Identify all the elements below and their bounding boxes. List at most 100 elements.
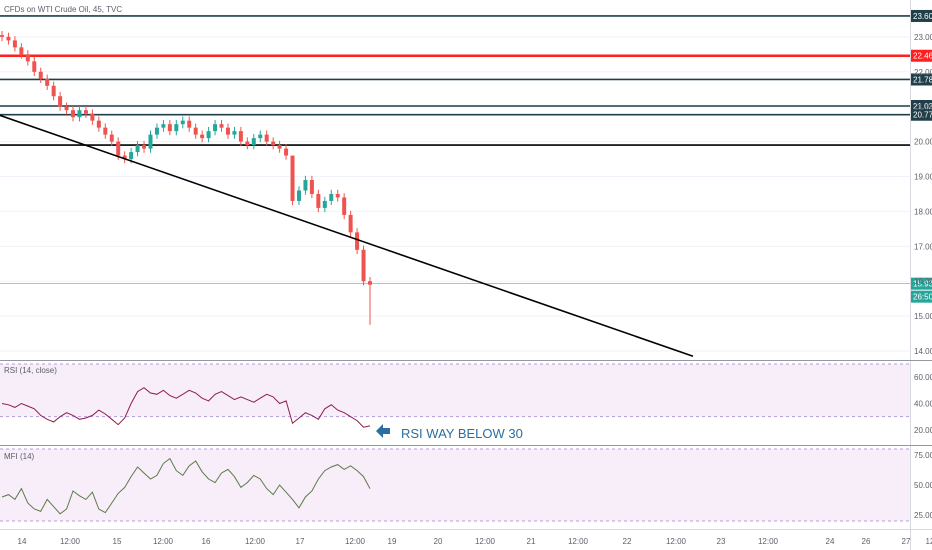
candle-body <box>219 124 224 128</box>
time-tick-label: 23 <box>717 537 726 546</box>
candle-body <box>77 110 82 118</box>
candle-body <box>368 281 372 285</box>
candle-body <box>348 214 353 233</box>
time-tick-label: 24 <box>826 537 835 546</box>
rsi-annotation-text: RSI WAY BELOW 30 <box>401 426 523 441</box>
candle-body <box>290 155 295 201</box>
price-tick-label: 19.00 <box>914 173 932 182</box>
time-tick-label: 21 <box>527 537 536 546</box>
price-level-tag <box>911 108 932 121</box>
time-tick-label: 19 <box>388 537 397 546</box>
mfi-tick-label: 25.00 <box>914 511 932 520</box>
candle-body <box>32 61 37 72</box>
candle-body <box>303 180 308 191</box>
candle-body <box>142 145 147 149</box>
candle-body <box>83 110 88 114</box>
time-tick-label: 12:00 <box>60 537 81 546</box>
mfi-line <box>1 457 371 515</box>
price-level-tag <box>911 9 932 22</box>
candle-body <box>309 180 314 194</box>
price-level-tag <box>911 73 932 86</box>
candle-body <box>258 134 263 139</box>
candle-body <box>122 155 127 160</box>
rsi-pane: 60.00 40.00 20.00 <box>0 363 932 435</box>
candle-body <box>154 127 159 135</box>
candle-body <box>167 124 172 132</box>
candle-body <box>284 148 289 156</box>
time-tick-label: 12 <box>926 537 932 546</box>
price-tick-label: 20.00 <box>914 138 932 147</box>
price-tick-label: 14.00 <box>914 347 932 356</box>
price-tick-labels: 23.00 22.00 21.00 20.00 19.00 18.00 17.00 16.00… <box>914 33 932 356</box>
main-pane-plot <box>0 0 910 358</box>
candle-body <box>103 127 108 135</box>
time-tick-label: 12:00 <box>758 537 779 546</box>
price-tick-label: 15.00 <box>914 312 932 321</box>
mfi-title: MFI (14) <box>4 452 35 461</box>
candle-body <box>245 141 250 146</box>
time-tick-label: 12:00 <box>245 537 266 546</box>
candle-body <box>148 134 153 149</box>
candle-body <box>329 193 334 201</box>
price-tick-label: 18.00 <box>914 207 932 216</box>
main-chart-title: CFDs on WTI Crude Oil, 45, TVC <box>4 5 122 14</box>
candle-body <box>342 197 347 215</box>
time-tick-label: 12:00 <box>475 537 496 546</box>
candle-body <box>193 127 198 135</box>
candle-body <box>12 40 17 48</box>
countdown-tag-label: 26:50 <box>913 293 932 302</box>
candle-body <box>90 113 95 121</box>
time-tick-label: 27 <box>902 537 911 546</box>
time-tick-label: 12:00 <box>666 537 687 546</box>
candle-body <box>232 131 237 135</box>
candle-body <box>238 131 243 142</box>
trendline <box>0 114 694 358</box>
rsi-tick-label: 60.00 <box>914 373 932 382</box>
last-price-tag <box>911 277 932 290</box>
price-level-tag <box>911 49 932 62</box>
rsi-title: RSI (14, close) <box>4 366 57 375</box>
last-price-tag-label: 15.93 <box>913 280 932 289</box>
price-tick-label: 16.00 <box>914 277 932 286</box>
candle-body <box>116 141 121 156</box>
mfi-pane: 75.00 50.00 25.00 <box>0 448 932 522</box>
rsi-tick-label: 40.00 <box>914 400 932 409</box>
time-tick-label: 22 <box>623 537 632 546</box>
mfi-tick-label: 50.00 <box>914 481 932 490</box>
rsi-band <box>0 364 910 417</box>
candle-body <box>271 141 276 146</box>
price-tick-label: 17.00 <box>914 242 932 251</box>
price-level-tag-label: 21.78 <box>913 75 932 84</box>
rsi-tick-label: 20.00 <box>914 426 932 435</box>
trendline-group <box>0 114 694 358</box>
candle-body <box>6 36 11 41</box>
price-tick-label: 22.00 <box>914 68 932 77</box>
candle-body <box>58 96 63 107</box>
right-price-axis <box>910 0 932 550</box>
mfi-band <box>0 449 910 521</box>
candlestick-series <box>0 30 372 325</box>
candle-body <box>213 124 218 132</box>
candle-body <box>322 200 327 208</box>
candle-body <box>109 134 114 142</box>
time-tick-label: 15 <box>113 537 122 546</box>
time-tick-label: 20 <box>434 537 443 546</box>
candle-body <box>335 193 340 198</box>
candle-body <box>174 124 179 132</box>
rsi-annotation: RSI WAY BELOW 30 <box>376 424 523 441</box>
candle-body <box>96 120 101 128</box>
price-level-tag-label: 22.46 <box>913 52 932 61</box>
candle-body <box>251 138 256 146</box>
candle-body <box>161 124 166 128</box>
candle-body <box>316 193 321 208</box>
price-level-tag-label: 23.60 <box>913 12 932 21</box>
candle-body <box>277 145 282 149</box>
candle-body <box>200 134 205 139</box>
price-level-tag-label: 20.77 <box>913 111 932 120</box>
candle-body <box>296 190 301 201</box>
candle-body <box>38 71 43 79</box>
time-tick-label: 12:00 <box>153 537 174 546</box>
candle-body <box>225 127 230 135</box>
